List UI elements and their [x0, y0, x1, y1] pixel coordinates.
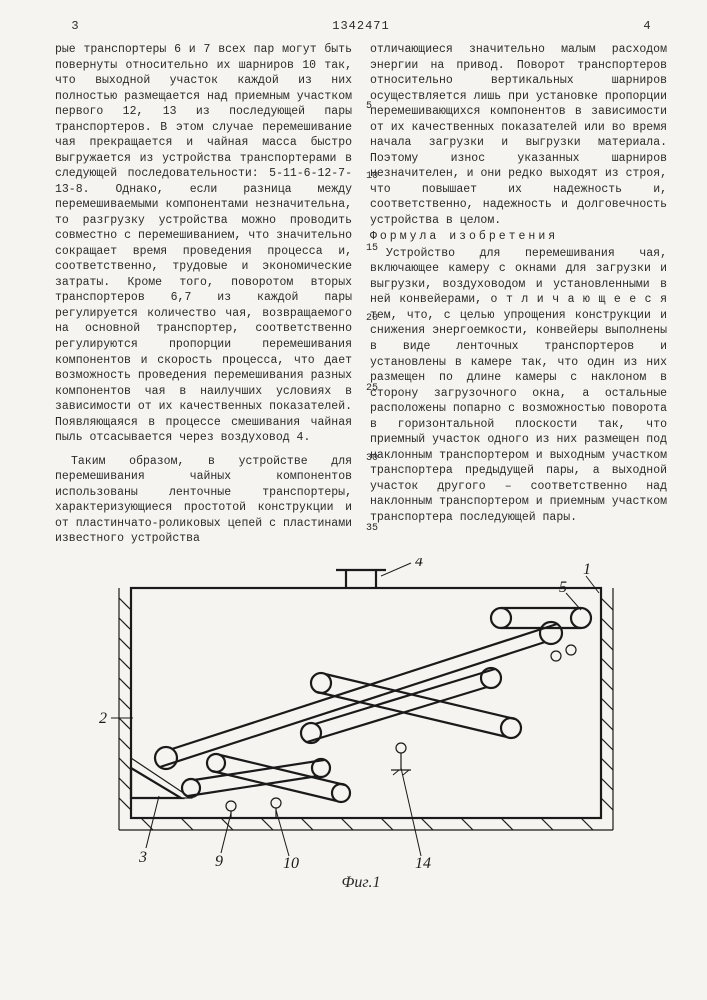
fig-label-2: 2 — [99, 710, 107, 727]
page: 3 1342471 4 рые транспортеры 6 и 7 всех … — [0, 0, 707, 1000]
fig-label-9: 9 — [215, 853, 223, 868]
figure-svg: 4 1 5 2 3 9 10 14 — [71, 558, 651, 868]
figure-area: 4 1 5 2 3 9 10 14 Фиг.1 — [55, 558, 667, 918]
line-marker: 5 — [366, 100, 372, 114]
left-paragraph-1: рые транспортеры 6 и 7 всех пар могут бы… — [55, 42, 352, 445]
fig-label-4: 4 — [415, 558, 423, 570]
fig-label-5: 5 — [559, 579, 567, 596]
fig-label-14: 14 — [415, 855, 431, 868]
left-paragraph-2: Таким образом, в устройстве для перемеши… — [55, 454, 352, 547]
text-columns: рые транспортеры 6 и 7 всех пар могут бы… — [55, 42, 667, 548]
line-marker: 35 — [366, 522, 378, 536]
right-column: 5 10 15 20 25 30 35 отличающиеся значите… — [370, 42, 667, 548]
line-marker: 10 — [366, 170, 378, 184]
line-marker: 20 — [366, 312, 378, 326]
page-number-right: 4 — [627, 18, 667, 34]
line-marker: 30 — [366, 452, 378, 466]
formula-title: Формула изобретения — [370, 229, 667, 245]
figure-caption: Фиг.1 — [55, 872, 667, 894]
right-paragraph-2: Устройство для перемешивания чая, включа… — [370, 246, 667, 525]
header-row: 3 1342471 4 — [55, 18, 667, 34]
page-number-left: 3 — [55, 18, 95, 34]
left-column: рые транспортеры 6 и 7 всех пар могут бы… — [55, 42, 352, 548]
fig-label-3: 3 — [138, 849, 147, 866]
right-paragraph-1: отличающиеся значительно малым расходом … — [370, 42, 667, 228]
line-marker: 15 — [366, 242, 378, 256]
fig-label-1: 1 — [583, 561, 591, 578]
fig-label-10: 10 — [283, 855, 299, 868]
line-marker: 25 — [366, 382, 378, 396]
document-number: 1342471 — [95, 18, 627, 34]
